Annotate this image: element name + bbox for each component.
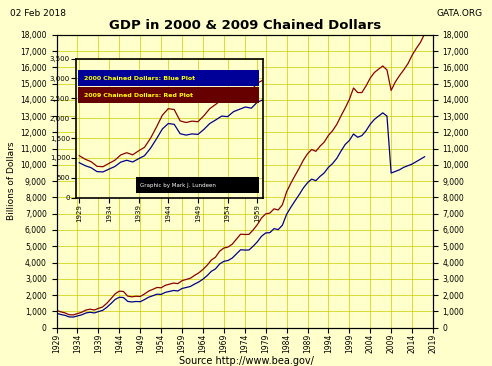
Bar (136, 178, 259, 194)
Text: Source http://www.bea.gov/: Source http://www.bea.gov/ (179, 356, 313, 366)
Title: GDP in 2000 & 2009 Chained Dollars: GDP in 2000 & 2009 Chained Dollars (109, 19, 381, 32)
Bar (78, 70, 259, 86)
Y-axis label: Billions of Dollars: Billions of Dollars (7, 142, 16, 220)
Text: GATA.ORG: GATA.ORG (436, 9, 482, 18)
Bar (78, 87, 259, 103)
Text: 2000 Chained Dollars: Blue Plot: 2000 Chained Dollars: Blue Plot (84, 76, 195, 81)
Text: 02 Feb 2018: 02 Feb 2018 (10, 9, 66, 18)
Text: Graphic by Mark J. Lundeen: Graphic by Mark J. Lundeen (140, 183, 215, 188)
Text: 2009 Chained Dollars: Red Plot: 2009 Chained Dollars: Red Plot (84, 93, 193, 98)
